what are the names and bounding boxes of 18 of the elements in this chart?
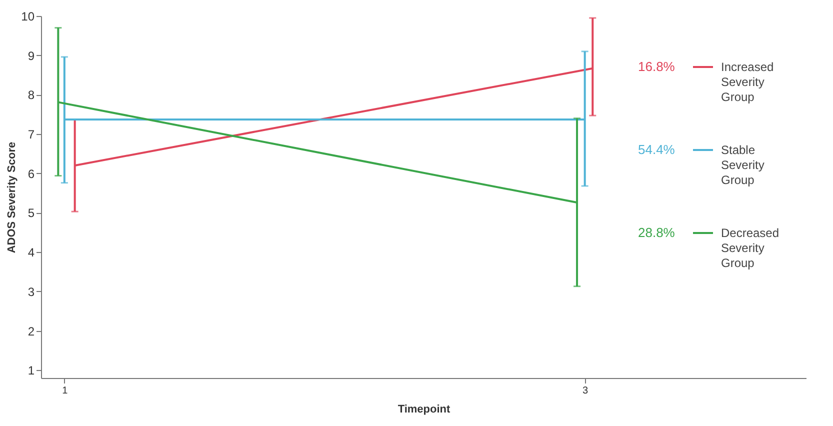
y-tick-label: 2 [28, 324, 35, 338]
legend-label: Increased Severity Group [721, 60, 774, 104]
y-tick-label: 3 [28, 284, 35, 299]
y-tick-label: 1 [28, 364, 35, 378]
y-tick-label: 6 [28, 166, 35, 181]
legend-label: Decreased Severity Group [721, 226, 780, 270]
y-axis-title: ADOS Severity Score [6, 142, 18, 254]
y-tick-label: 5 [28, 206, 35, 220]
x-axis-title: Timepoint [398, 404, 451, 416]
y-tick-label: 7 [28, 128, 35, 142]
y-tick-label: 10 [21, 10, 35, 24]
annotation: 16.8% [638, 59, 676, 74]
annotation: 54.4% [638, 142, 676, 157]
y-tick-label: 9 [28, 48, 35, 63]
y-tick-label: 4 [28, 246, 35, 260]
legend-label: Stable Severity Group [721, 143, 764, 187]
y-tick-label: 8 [28, 88, 35, 102]
annotation: 28.8% [638, 225, 676, 240]
